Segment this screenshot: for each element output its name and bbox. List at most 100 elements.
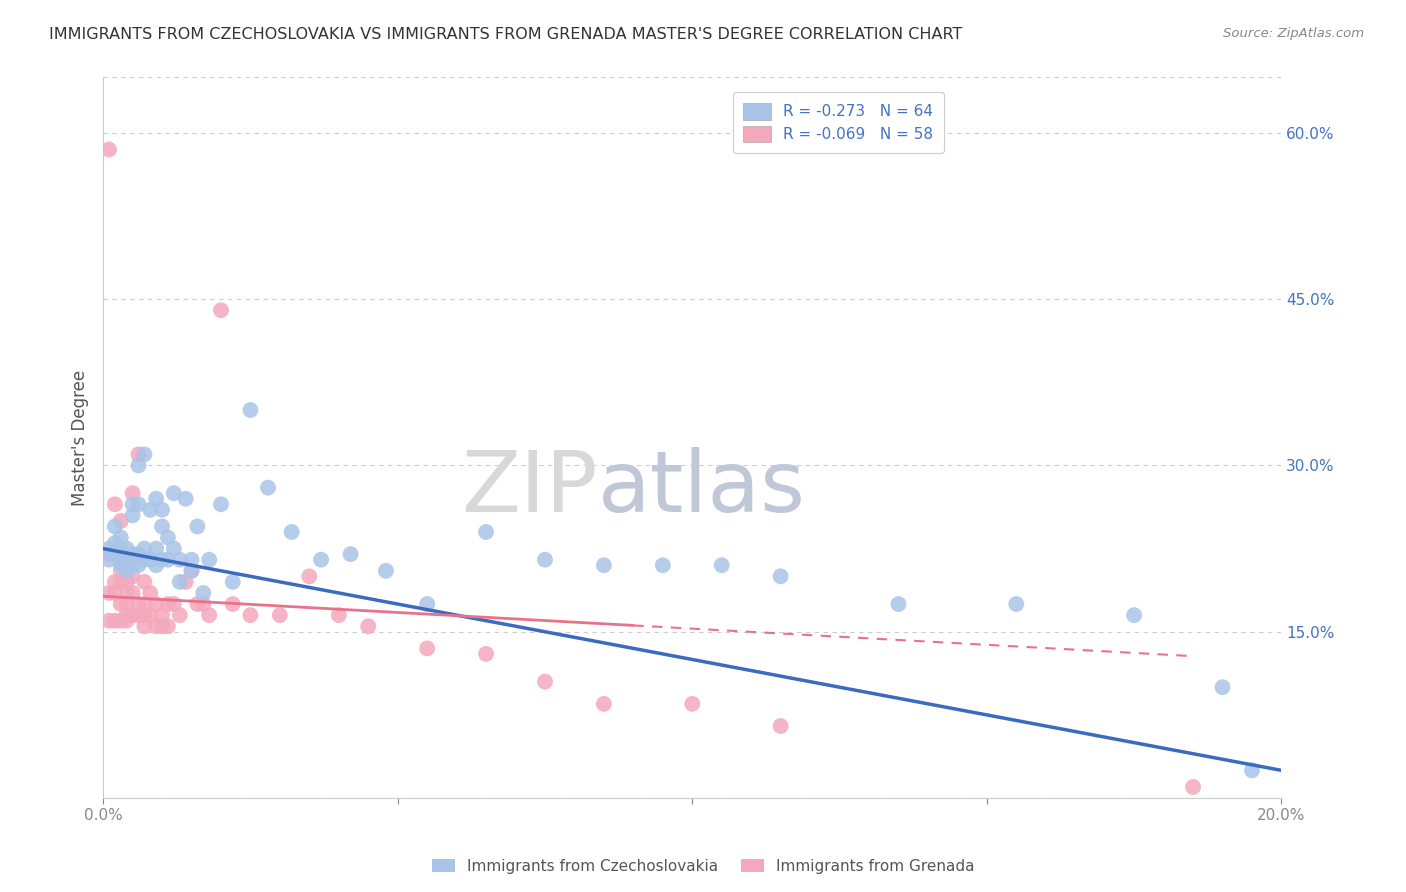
Point [98,614,121,628]
Point [416,641,439,656]
Point [534,674,557,689]
Point [193,586,215,600]
Point [150,552,173,566]
Point [156,531,179,545]
Point [127,497,149,511]
Point [150,519,173,533]
Point [115,608,138,623]
Point [98,143,121,157]
Point [127,558,149,573]
Text: IMMIGRANTS FROM CZECHOSLOVAKIA VS IMMIGRANTS FROM GRENADA MASTER'S DEGREE CORREL: IMMIGRANTS FROM CZECHOSLOVAKIA VS IMMIGR… [49,27,963,42]
Point [98,547,121,561]
Point [145,597,167,611]
Point [209,497,232,511]
Point [198,608,221,623]
Point [121,508,143,523]
Point [121,608,143,623]
Point [174,491,197,506]
Point [139,608,162,623]
Point [110,541,132,556]
Point [134,597,156,611]
Point [139,552,162,566]
Point [127,597,149,611]
Point [110,547,132,561]
Point [127,447,149,461]
Point [534,552,557,566]
Point [134,552,156,566]
Point [104,574,127,589]
Point [475,524,498,539]
Point [593,558,616,573]
Point [121,569,143,583]
Point [374,564,396,578]
Point [110,558,132,573]
Point [145,541,167,556]
Point [222,574,245,589]
Point [127,458,149,473]
Point [115,564,138,578]
Point [198,552,221,566]
Point [134,619,156,633]
Point [150,503,173,517]
Y-axis label: Master's Degree: Master's Degree [72,369,89,506]
Point [475,647,498,661]
Point [104,497,127,511]
Point [1240,764,1263,778]
Point [110,614,132,628]
Point [593,697,616,711]
Point [681,697,703,711]
Point [416,597,439,611]
Point [298,569,321,583]
Point [710,558,733,573]
Point [121,497,143,511]
Point [1123,608,1146,623]
Point [104,586,127,600]
Point [127,547,149,561]
Point [328,608,350,623]
Point [104,614,127,628]
Point [145,558,167,573]
Point [121,586,143,600]
Point [887,597,910,611]
Point [209,303,232,318]
Text: atlas: atlas [598,447,806,530]
Point [104,536,127,550]
Point [115,586,138,600]
Point [150,619,173,633]
Point [110,564,132,578]
Point [134,608,156,623]
Text: ZIP: ZIP [461,447,598,530]
Point [1005,597,1028,611]
Point [193,597,215,611]
Point [134,574,156,589]
Point [186,519,208,533]
Point [134,447,156,461]
Point [309,552,332,566]
Point [163,597,186,611]
Point [269,608,291,623]
Point [169,552,191,566]
Point [156,597,179,611]
Point [110,552,132,566]
Point [163,541,186,556]
Point [651,558,673,573]
Point [239,403,262,417]
Point [1182,780,1205,794]
Point [769,719,792,733]
Point [156,619,179,633]
Point [115,541,138,556]
Legend: R = -0.273   N = 64, R = -0.069   N = 58: R = -0.273 N = 64, R = -0.069 N = 58 [733,92,943,153]
Point [186,597,208,611]
Legend: Immigrants from Czechoslovakia, Immigrants from Grenada: Immigrants from Czechoslovakia, Immigran… [426,853,980,880]
Point [257,481,280,495]
Point [110,597,132,611]
Point [98,586,121,600]
Point [357,619,380,633]
Point [98,552,121,566]
Point [163,486,186,500]
Point [104,547,127,561]
Point [134,541,156,556]
Point [127,608,149,623]
Point [280,524,302,539]
Point [174,574,197,589]
